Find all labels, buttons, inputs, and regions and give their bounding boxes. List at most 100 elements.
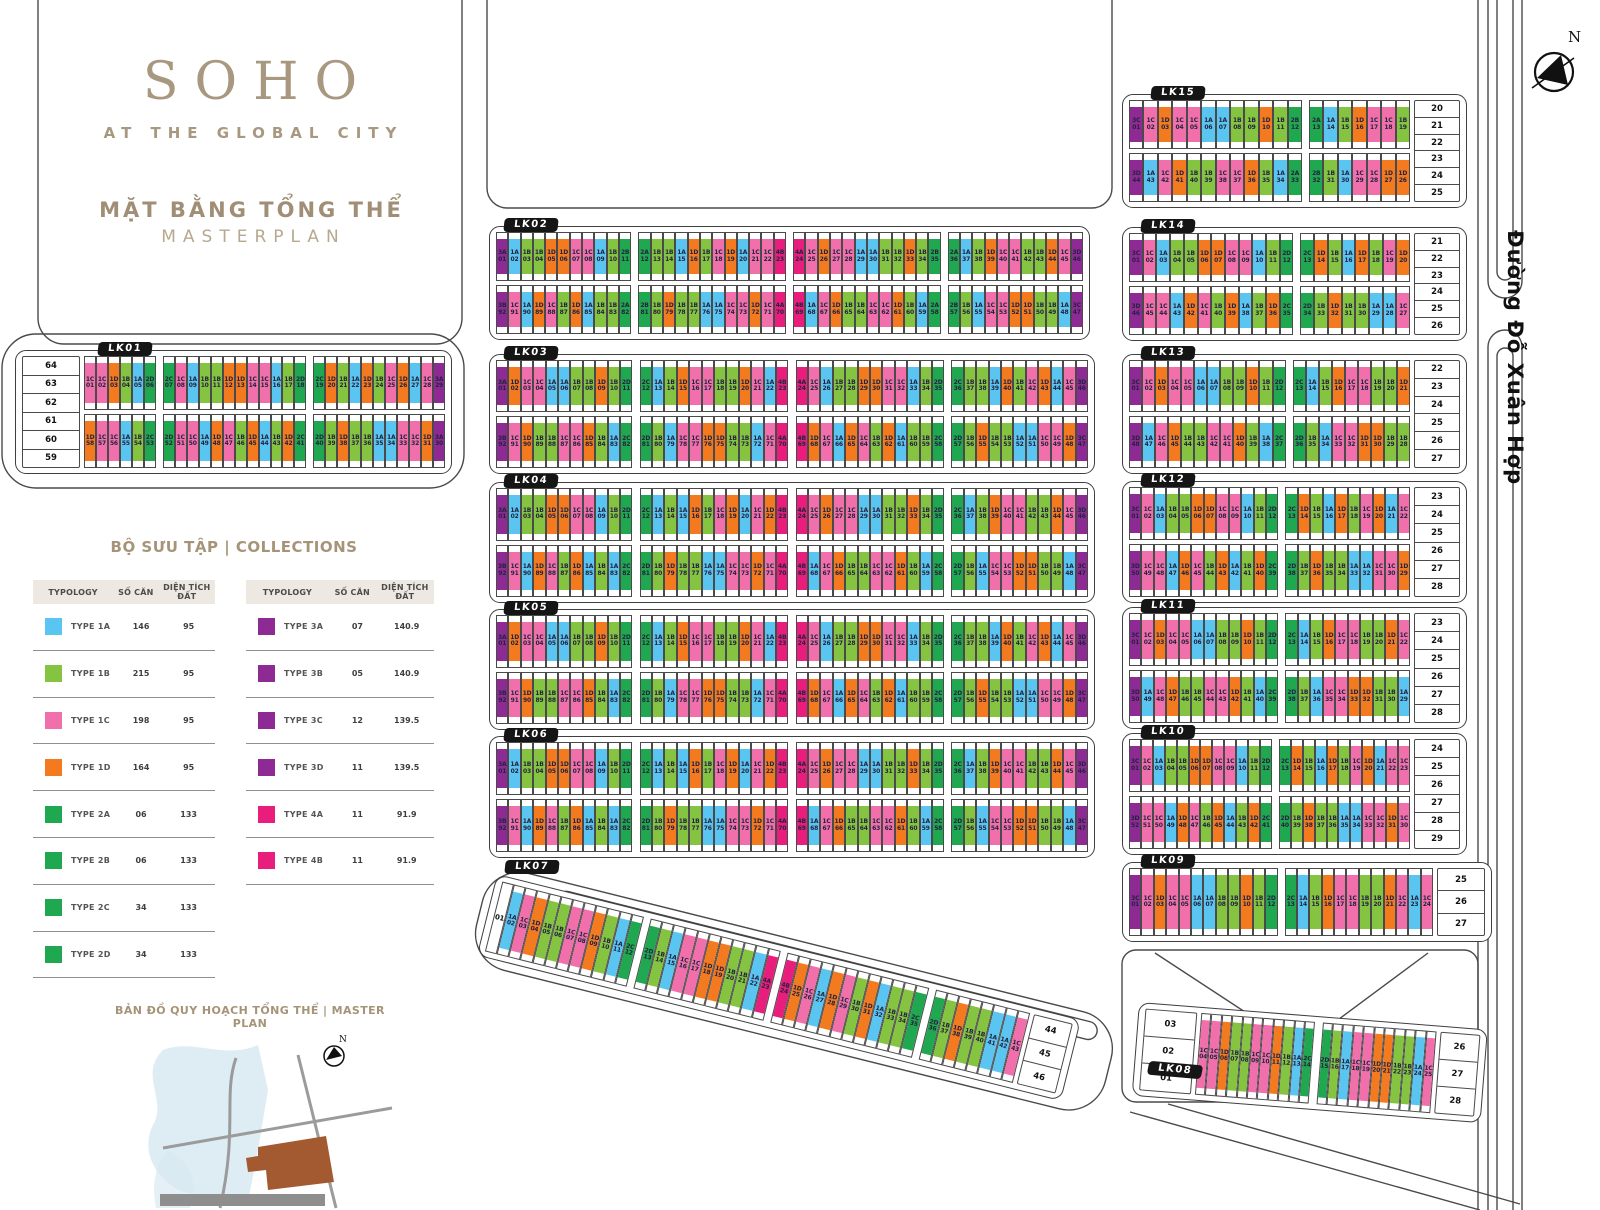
unit-1C-51[interactable]: 1C 51 (1140, 796, 1153, 849)
unit-1B-41[interactable]: 1B 41 (1241, 544, 1254, 597)
unit-1C-19[interactable]: 1C 19 (1350, 739, 1363, 792)
unit-2C-39[interactable]: 2C 39 (1265, 670, 1279, 723)
unit-1D-66[interactable]: 1D 66 (832, 544, 846, 597)
unit-1C-08[interactable]: 1C 08 (1224, 233, 1239, 282)
unit-1A-20[interactable]: 1A 20 (736, 232, 750, 281)
unit-2C-53[interactable]: 2C 53 (143, 414, 156, 468)
unit-1D-72[interactable]: 1D 72 (751, 799, 764, 852)
unit-1A-47[interactable]: 1A 47 (1166, 544, 1179, 597)
unit-1A-03[interactable]: 1A 03 (1152, 739, 1165, 792)
unit-1B-50[interactable]: 1B 50 (1038, 544, 1051, 597)
unit-1B-80[interactable]: 1B 80 (650, 285, 663, 334)
unit-1C-08[interactable]: 1C 08 (174, 356, 187, 410)
unit-1A-14[interactable]: 1A 14 (1296, 868, 1310, 936)
unit-2C-36[interactable]: 2C 36 (951, 742, 964, 795)
block-LK01[interactable]: LK01 64 63 62 61 60 59 1C 01 1C 02 1D 03 1B 04 1A 05 2D 06… (15, 342, 452, 474)
unit-1A-37[interactable]: 1A 37 (963, 488, 977, 541)
unit-1C-17[interactable]: 1C 17 (1366, 100, 1382, 149)
unit-1D-42[interactable]: 1D 42 (282, 414, 295, 468)
unit-1A-39[interactable]: 1A 39 (988, 360, 1002, 412)
unit-2C-36[interactable]: 2C 36 (951, 360, 964, 412)
unit-1D-48[interactable]: 1D 48 (1176, 796, 1189, 849)
unit-1D-07[interactable]: 1D 07 (1211, 233, 1225, 282)
unit-1B-08[interactable]: 1B 08 (582, 615, 596, 668)
unit-1C-49[interactable]: 1C 49 (1050, 671, 1064, 724)
unit-1B-14[interactable]: 1B 14 (662, 232, 676, 281)
unit-4B-69[interactable]: 4B 69 (795, 671, 808, 724)
unit-3C-01[interactable]: 3C 01 (1129, 100, 1144, 149)
unit-2D-18[interactable]: 2D 18 (294, 356, 307, 410)
unit-2D-38[interactable]: 2D 38 (1285, 544, 1298, 597)
unit-1D-68[interactable]: 1D 68 (807, 671, 821, 724)
unit-1D-40[interactable]: 1D 40 (1233, 416, 1247, 468)
unit-1C-18[interactable]: 1C 18 (1381, 100, 1396, 149)
unit-1D-52[interactable]: 1D 52 (1013, 544, 1026, 597)
unit-1C-87[interactable]: 1C 87 (558, 416, 571, 468)
unit-1A-83[interactable]: 1A 83 (607, 544, 621, 597)
unit-1D-15[interactable]: 1D 15 (676, 360, 690, 412)
unit-1C-28[interactable]: 1C 28 (845, 742, 858, 795)
unit-1B-44[interactable]: 1B 44 (1203, 544, 1217, 597)
unit-1D-19[interactable]: 1D 19 (726, 488, 739, 541)
unit-1B-32[interactable]: 1B 32 (894, 742, 908, 795)
unit-1D-15[interactable]: 1D 15 (676, 615, 690, 668)
unit-1B-87[interactable]: 1B 87 (558, 799, 571, 852)
unit-1D-14[interactable]: 1D 14 (1297, 487, 1311, 540)
unit-4A-24[interactable]: 4A 24 (795, 615, 808, 668)
unit-1A-83[interactable]: 1A 83 (607, 671, 621, 724)
unit-1C-45[interactable]: 1C 45 (1063, 360, 1076, 412)
unit-1D-31[interactable]: 1D 31 (1357, 416, 1371, 468)
unit-1A-72[interactable]: 1A 72 (751, 416, 764, 468)
unit-1A-35[interactable]: 1A 35 (1338, 796, 1351, 849)
unit-1C-45[interactable]: 1C 45 (1191, 544, 1204, 597)
unit-1D-16[interactable]: 1D 16 (689, 488, 702, 541)
unit-1D-45[interactable]: 1D 45 (1212, 796, 1225, 849)
unit-1D-06[interactable]: 1D 06 (1197, 233, 1212, 282)
unit-1C-91[interactable]: 1C 91 (508, 285, 521, 334)
unit-1C-45[interactable]: 1C 45 (1063, 488, 1076, 541)
unit-3C-01[interactable]: 3C 01 (1129, 487, 1142, 540)
unit-2D-57[interactable]: 2D 57 (951, 544, 964, 597)
unit-1A-07[interactable]: 1A 07 (1203, 613, 1217, 666)
unit-1D-65[interactable]: 1D 65 (845, 416, 858, 468)
unit-1A-44[interactable]: 1A 44 (258, 414, 271, 468)
unit-1C-08[interactable]: 1C 08 (582, 232, 595, 281)
unit-3D-46[interactable]: 3D 46 (1075, 742, 1088, 795)
unit-1C-21[interactable]: 1C 21 (749, 232, 762, 281)
unit-3B-92[interactable]: 3B 92 (496, 285, 509, 334)
unit-1C-14[interactable]: 1C 14 (246, 356, 259, 410)
unit-1B-38[interactable]: 1B 38 (972, 232, 985, 281)
unit-1B-08[interactable]: 1B 08 (1229, 100, 1245, 149)
unit-1B-43[interactable]: 1B 43 (1194, 416, 1208, 468)
unit-1C-02[interactable]: 1C 02 (1141, 487, 1154, 540)
unit-1D-02[interactable]: 1D 02 (508, 360, 521, 412)
unit-1D-44[interactable]: 1D 44 (1046, 232, 1059, 281)
unit-2D-11[interactable]: 2D 11 (620, 615, 633, 668)
unit-3D-44[interactable]: 3D 44 (1129, 153, 1144, 202)
block-LK07[interactable]: 01 1A 02 1C 03 1D 04 1B 05 1B 06 1C 07 1C 08 1D 09 1B 10 1A… (476, 874, 1082, 1102)
unit-1C-17[interactable]: 1C 17 (701, 615, 714, 668)
unit-1B-08[interactable]: 1B 08 (1216, 613, 1229, 666)
unit-1C-73[interactable]: 1C 73 (738, 799, 752, 852)
unit-1B-18[interactable]: 1B 18 (713, 360, 727, 412)
unit-1B-11[interactable]: 1B 11 (210, 356, 223, 410)
unit-1C-02[interactable]: 1C 02 (1142, 360, 1156, 412)
unit-1B-17[interactable]: 1B 17 (282, 356, 295, 410)
unit-1A-06[interactable]: 1A 06 (1191, 613, 1204, 666)
unit-1D-40[interactable]: 1D 40 (1001, 615, 1014, 668)
block-LK03[interactable]: LK03 3A 01 1D 02 1C 03 1C 04 1A 05 1A 06 1B 07 1B 08 1D 09… (489, 346, 1095, 474)
unit-1C-29[interactable]: 1C 29 (1352, 153, 1367, 202)
unit-1A-02[interactable]: 1A 02 (508, 488, 521, 541)
unit-1B-18[interactable]: 1B 18 (1368, 233, 1383, 282)
unit-1B-41[interactable]: 1B 41 (1241, 670, 1254, 723)
unit-1B-15[interactable]: 1B 15 (1310, 613, 1323, 666)
unit-1B-36[interactable]: 1B 36 (361, 414, 374, 468)
unit-1A-90[interactable]: 1A 90 (520, 799, 534, 852)
unit-1C-16[interactable]: 1C 16 (689, 615, 702, 668)
unit-1C-04[interactable]: 1C 04 (533, 360, 546, 412)
unit-1C-37[interactable]: 1C 37 (1229, 153, 1245, 202)
unit-1B-39[interactable]: 1B 39 (325, 414, 338, 468)
unit-2C-07[interactable]: 2C 07 (162, 356, 175, 410)
unit-1C-74[interactable]: 1C 74 (726, 799, 739, 852)
unit-1D-52[interactable]: 1D 52 (1009, 285, 1022, 334)
